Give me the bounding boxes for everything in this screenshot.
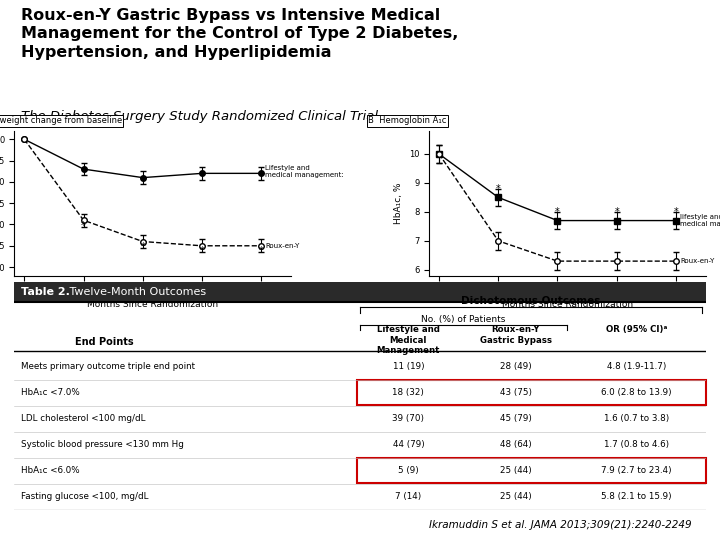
Text: Lifestyle and
Medical
Management: Lifestyle and Medical Management <box>377 325 440 355</box>
Text: *: * <box>199 246 204 256</box>
Text: Ikramuddin S et al. JAMA 2013;309(21):2240-2249: Ikramuddin S et al. JAMA 2013;309(21):22… <box>429 520 692 530</box>
Text: 25 (44): 25 (44) <box>500 466 531 475</box>
Text: Systolic blood pressure <130 mm Hg: Systolic blood pressure <130 mm Hg <box>22 440 184 449</box>
Text: Dichotomous Outcomes: Dichotomous Outcomes <box>462 296 600 306</box>
Text: Roux-en-Y: Roux-en-Y <box>265 243 300 249</box>
Text: 5.8 (2.1 to 15.9): 5.8 (2.1 to 15.9) <box>601 492 672 501</box>
Text: 18 (32): 18 (32) <box>392 388 424 397</box>
Text: Meets primary outcome triple end point: Meets primary outcome triple end point <box>22 362 195 371</box>
Text: 48 (64): 48 (64) <box>500 440 531 449</box>
Text: Table 2.: Table 2. <box>22 287 70 297</box>
Text: The Diabetes Surgery Study Randomized Clinical Trial: The Diabetes Surgery Study Randomized Cl… <box>22 110 378 123</box>
Text: *: * <box>555 207 560 217</box>
Y-axis label: HbA₁c, %: HbA₁c, % <box>395 183 403 224</box>
X-axis label: Months Since Randomization: Months Since Randomization <box>502 300 633 309</box>
Text: 6.0 (2.8 to 13.9): 6.0 (2.8 to 13.9) <box>601 388 672 397</box>
Text: A  Percent weight change from baseline: A Percent weight change from baseline <box>0 116 122 125</box>
Text: No. (%) of Patients: No. (%) of Patients <box>421 315 506 324</box>
Text: Twelve-Month Outcomes: Twelve-Month Outcomes <box>66 287 207 297</box>
Text: Roux-en-Y
Gastric Bypass: Roux-en-Y Gastric Bypass <box>480 325 552 345</box>
Text: lifestyle and
medical management:: lifestyle and medical management: <box>680 214 720 227</box>
Text: LDL cholesterol <100 mg/dL: LDL cholesterol <100 mg/dL <box>22 414 146 423</box>
Text: 45 (79): 45 (79) <box>500 414 531 423</box>
Text: 4.8 (1.9-11.7): 4.8 (1.9-11.7) <box>607 362 666 371</box>
Text: *: * <box>674 207 678 217</box>
Text: 44 (79): 44 (79) <box>392 440 424 449</box>
Text: *: * <box>496 184 500 194</box>
Text: End Points: End Points <box>75 336 134 347</box>
FancyBboxPatch shape <box>14 282 706 302</box>
Text: Roux-en-Y: Roux-en-Y <box>680 258 714 264</box>
Text: 1.7 (0.8 to 4.6): 1.7 (0.8 to 4.6) <box>604 440 669 449</box>
Text: *: * <box>81 221 86 231</box>
Text: 43 (75): 43 (75) <box>500 388 531 397</box>
Text: 7 (14): 7 (14) <box>395 492 421 501</box>
Text: 25 (44): 25 (44) <box>500 492 531 501</box>
Text: 11 (19): 11 (19) <box>392 362 424 371</box>
Text: B  Hemoglobin A₁c: B Hemoglobin A₁c <box>369 116 446 125</box>
Text: Roux-en-Y Gastric Bypass vs Intensive Medical
Management for the Control of Type: Roux-en-Y Gastric Bypass vs Intensive Me… <box>22 8 459 60</box>
Text: Fasting glucose <100, mg/dL: Fasting glucose <100, mg/dL <box>22 492 149 501</box>
Text: Lifestyle and
medical management:: Lifestyle and medical management: <box>265 165 344 178</box>
Text: 5 (9): 5 (9) <box>398 466 419 475</box>
Text: 1.6 (0.7 to 3.8): 1.6 (0.7 to 3.8) <box>604 414 669 423</box>
Text: OR (95% CI)ᵃ: OR (95% CI)ᵃ <box>606 325 667 334</box>
Text: *: * <box>140 242 145 252</box>
Text: HbA₁c <6.0%: HbA₁c <6.0% <box>22 466 80 475</box>
Text: *: * <box>259 246 264 256</box>
Text: 28 (49): 28 (49) <box>500 362 531 371</box>
Text: 39 (70): 39 (70) <box>392 414 424 423</box>
Text: 7.9 (2.7 to 23.4): 7.9 (2.7 to 23.4) <box>601 466 672 475</box>
Text: HbA₁c <7.0%: HbA₁c <7.0% <box>22 388 80 397</box>
X-axis label: Months Since Randomization: Months Since Randomization <box>87 300 218 309</box>
Text: *: * <box>614 207 619 217</box>
